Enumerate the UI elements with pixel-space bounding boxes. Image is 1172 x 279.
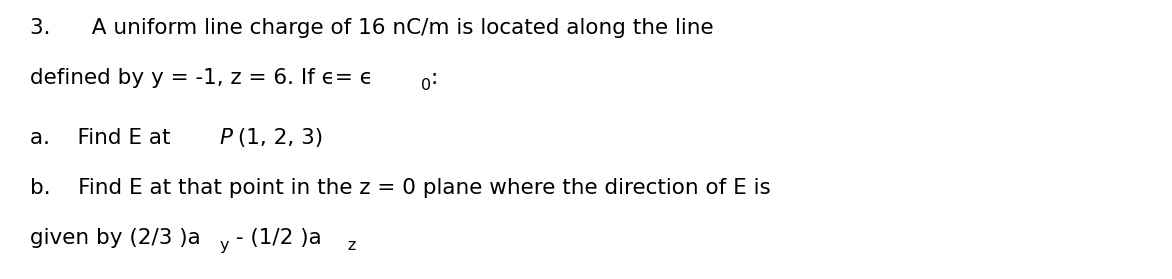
Text: 0: 0 [421,78,431,93]
Text: a.    Find E at: a. Find E at [30,128,177,148]
Text: given by (2/3 )a: given by (2/3 )a [30,228,200,248]
Text: b.    Find E at that point in the z = 0 plane where the direction of E is: b. Find E at that point in the z = 0 pla… [30,178,771,198]
Text: (1, 2, 3): (1, 2, 3) [231,128,323,148]
Text: - (1/2 )a: - (1/2 )a [230,228,322,248]
Text: defined by y = -1, z = 6. If ϵ= ϵ: defined by y = -1, z = 6. If ϵ= ϵ [30,68,373,88]
Text: P: P [219,128,232,148]
Text: :: : [430,68,438,88]
Text: 3.      A uniform line charge of 16 nC/m is located along the line: 3. A uniform line charge of 16 nC/m is l… [30,18,714,38]
Text: y: y [219,238,229,253]
Text: z: z [348,238,356,253]
